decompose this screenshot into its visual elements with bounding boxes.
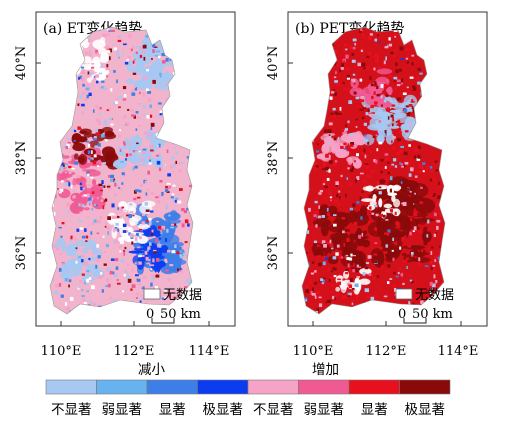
legend-class-label: 不显著	[51, 402, 92, 418]
scale-distance: 50 km	[160, 307, 201, 322]
xtick-label-112: 112°E	[366, 344, 407, 359]
xtick-label-110: 110°E	[41, 344, 82, 359]
scale-distance: 50 km	[412, 307, 453, 322]
legend-group-decrease: 减小	[138, 362, 165, 378]
legend-swatch	[146, 379, 198, 395]
legend-class-label: 显著	[361, 402, 388, 418]
legend: 减小 增加 不显著 弱显著 显著 极显著 不显著 弱显著 显著 极显著	[45, 362, 451, 418]
legend-class-label: 极显著	[203, 402, 244, 418]
legend-class-label: 极显著	[405, 402, 446, 418]
legend-class-label: 弱显著	[102, 402, 143, 418]
et-boundary	[49, 26, 194, 315]
legend-swatch	[247, 379, 299, 395]
scale-zero: 0	[146, 307, 154, 322]
legend-class-label: 弱显著	[304, 402, 345, 418]
nodata-swatch	[143, 288, 161, 300]
legend-swatch	[96, 379, 148, 395]
ytick-label-40: 40°N	[14, 46, 29, 80]
ytick-label-38: 38°N	[14, 141, 29, 175]
scale-bar	[403, 318, 427, 324]
xtick-label-112: 112°E	[114, 344, 155, 359]
pet-trend-map	[302, 27, 445, 314]
legend-swatch	[399, 379, 451, 395]
scale-zero: 0	[398, 307, 406, 322]
ytick-label-36: 36°N	[266, 236, 281, 270]
panel-et: (a) ET变化趋势 40°N 38°N 36°N 110°E 112°E 11…	[14, 11, 236, 359]
legend-class-label: 不显著	[253, 402, 294, 418]
legend-swatch	[348, 379, 400, 395]
xtick-label-110: 110°E	[293, 344, 334, 359]
nodata-swatch	[395, 288, 413, 300]
ytick-label-36: 36°N	[14, 236, 29, 270]
panel-pet: (b) PET变化趋势 40°N 38°N 36°N 110°E 112°E 1…	[266, 11, 488, 359]
nodata-label: 无数据	[415, 288, 454, 303]
scale-bar	[151, 318, 175, 324]
ytick-label-40: 40°N	[266, 46, 281, 80]
xtick-label-114: 114°E	[438, 344, 479, 359]
legend-swatch	[197, 379, 249, 395]
legend-swatch	[298, 379, 350, 395]
legend-class-label: 显著	[159, 402, 186, 418]
nodata-label: 无数据	[163, 288, 202, 303]
pet-boundary	[301, 26, 446, 315]
legend-swatch	[45, 379, 97, 395]
legend-group-increase: 增加	[312, 362, 339, 378]
ytick-label-38: 38°N	[266, 141, 281, 175]
xtick-label-114: 114°E	[189, 344, 230, 359]
